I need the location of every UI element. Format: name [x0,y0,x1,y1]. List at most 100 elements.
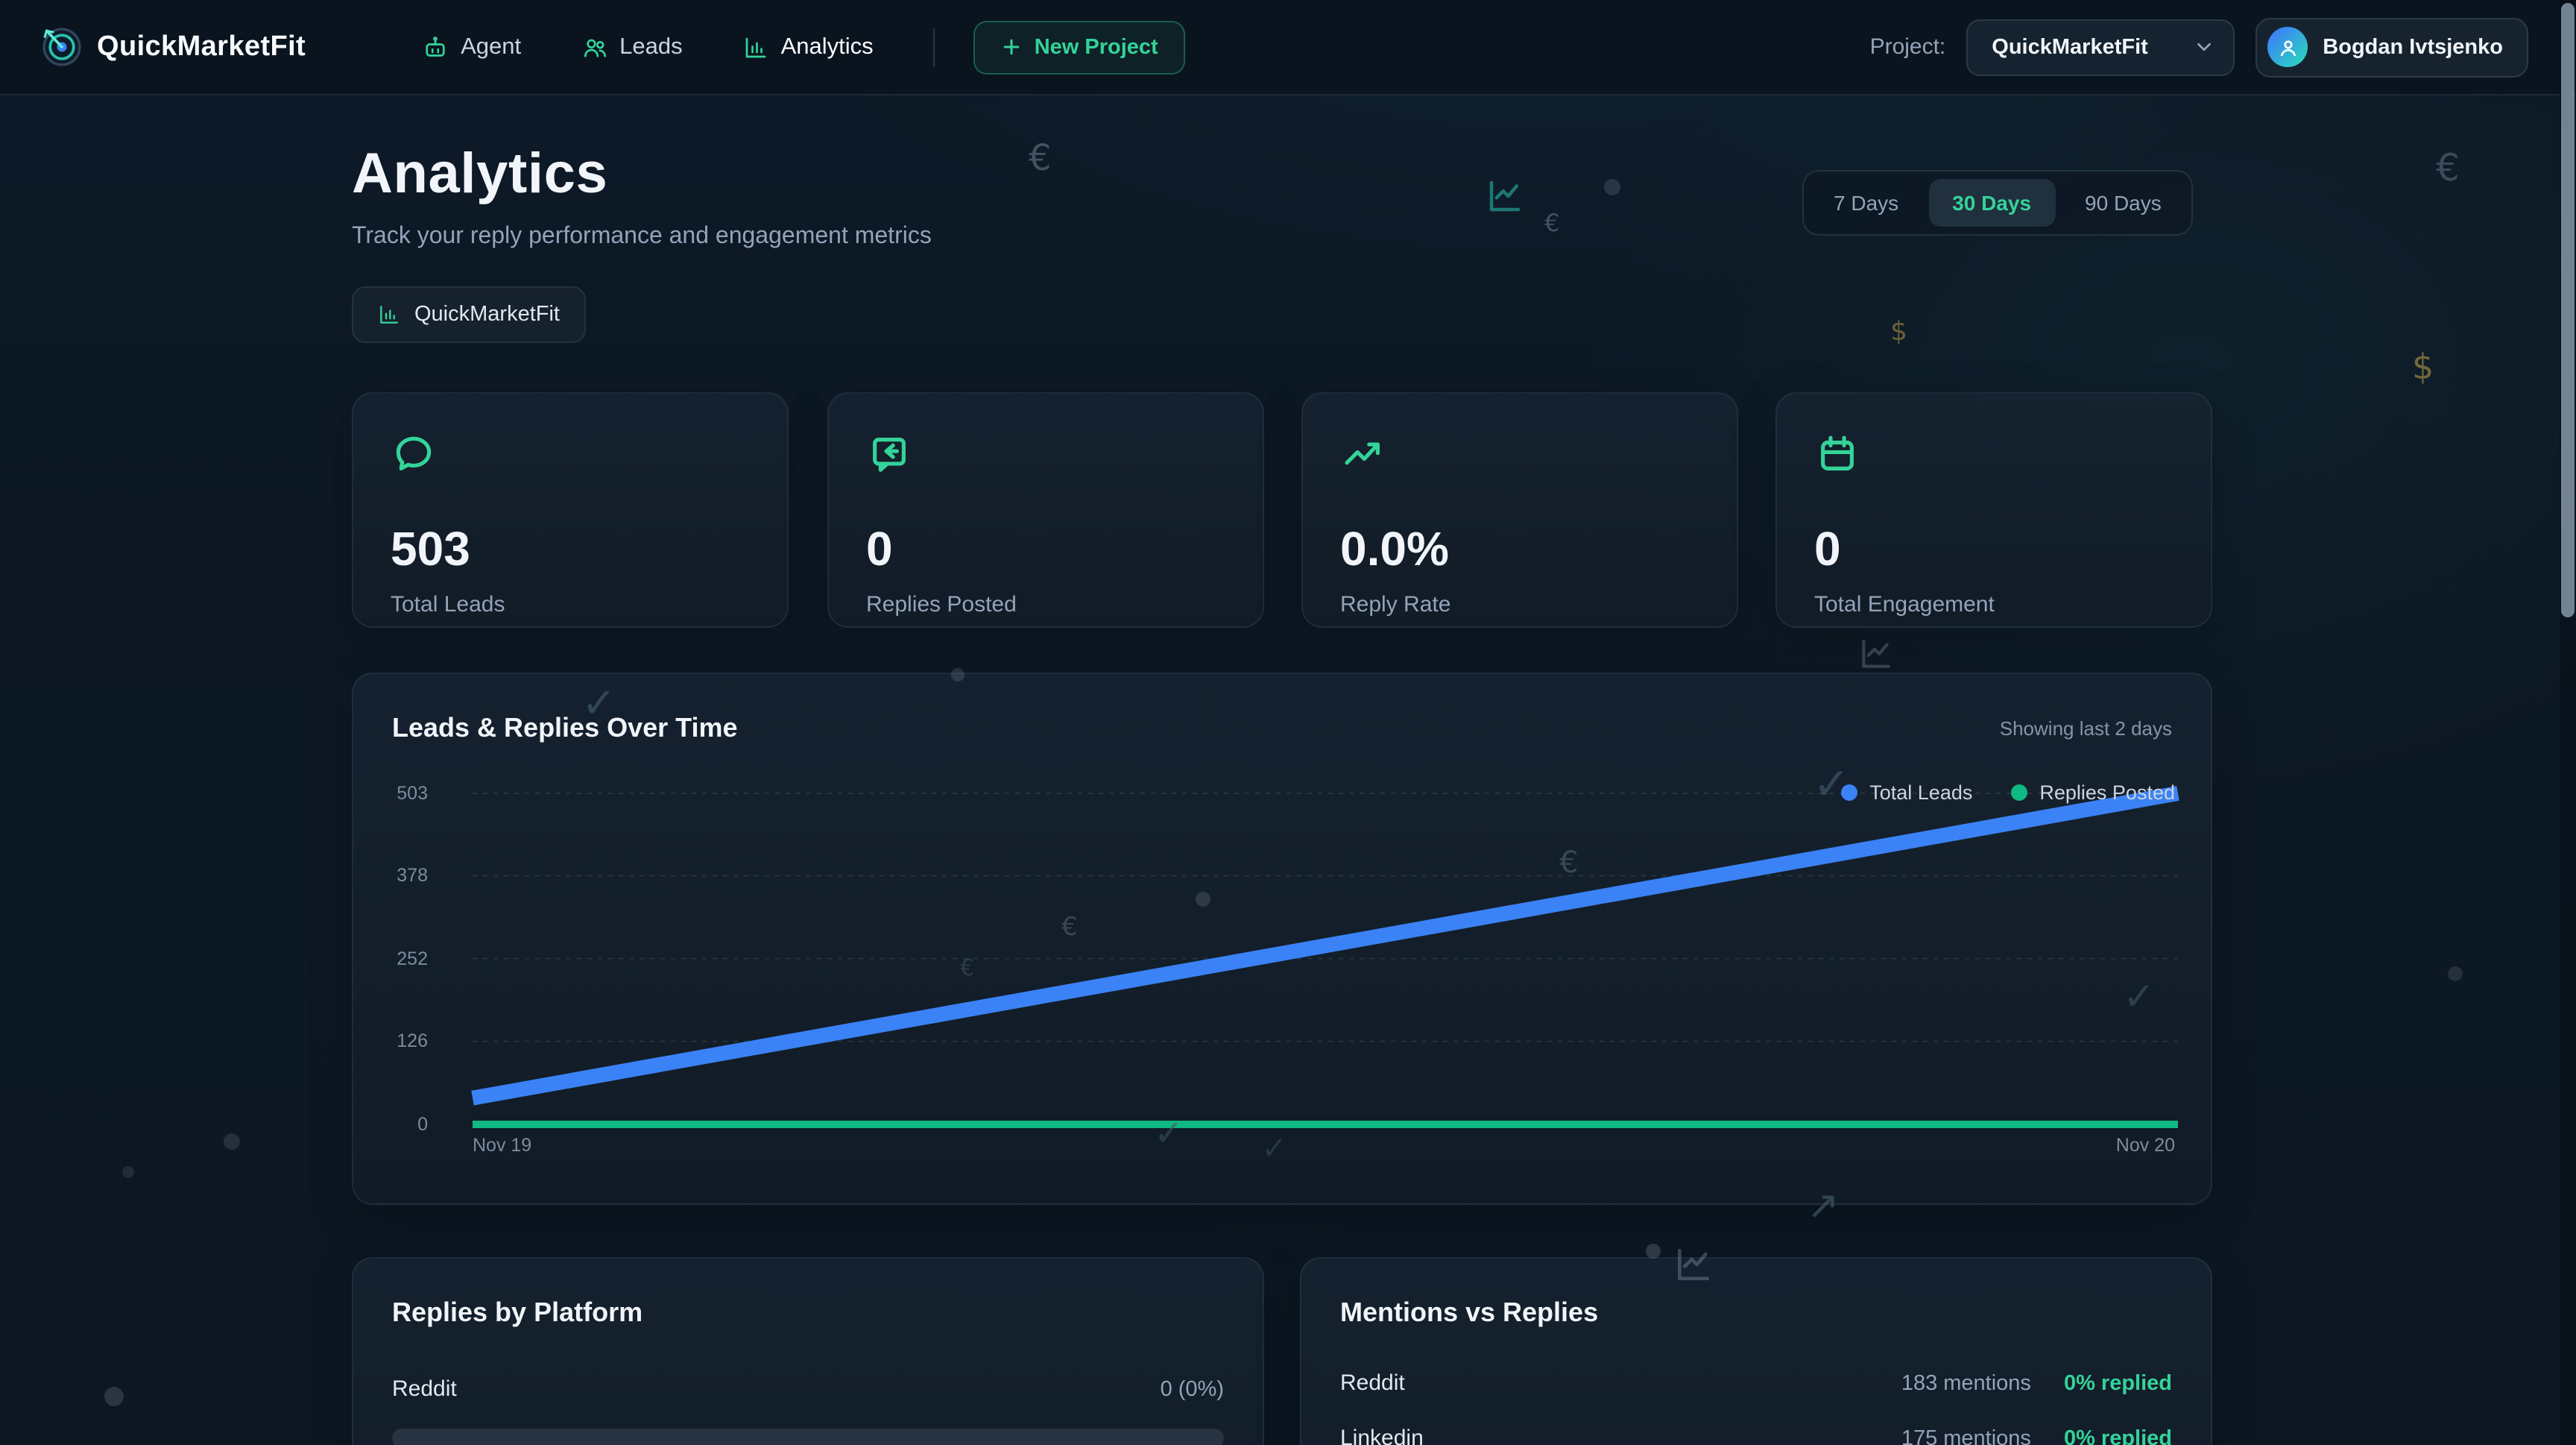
nav-item-agent[interactable]: Agent [422,34,521,60]
y-tick-label: 126 [397,1030,428,1052]
nav-item-label: Leads [619,34,683,59]
stat-card-replies-posted: 0 Replies Posted [827,392,1264,628]
x-tick-label: Nov 19 [473,1135,532,1156]
progress-bar [392,1429,1224,1445]
legend-label: Replies Posted [2039,781,2175,804]
replies-by-platform-card: Replies by Platform Reddit 0 (0%) [352,1257,1264,1445]
calendar-icon [1814,431,2174,477]
range-90-days-button[interactable]: 90 Days [2061,179,2185,227]
stat-label: Total Leads [391,592,505,617]
stat-label: Replies Posted [866,592,1017,617]
line-chart-plot [471,786,2179,1128]
chart-title: Leads & Replies Over Time [392,713,738,743]
dot-decoration [1604,179,1620,195]
y-tick-label: 503 [397,783,428,804]
dot-decoration [104,1387,124,1406]
platform-rows: Reddit 0 (0%) [392,1376,1224,1445]
platform-name: Linkedin [1340,1426,1424,1445]
project-label: Project: [1869,34,1946,60]
mentions-count: 183 mentions [1901,1371,2031,1395]
reply-icon [866,431,1225,477]
y-tick-label: 252 [397,948,428,969]
stat-label: Reply Rate [1340,592,1451,617]
plus-icon [1000,36,1023,58]
legend-label: Total Leads [1869,781,1973,804]
range-7-days-button[interactable]: 7 Days [1810,179,1922,227]
stat-value: 0 [1814,522,1841,576]
bar-chart-icon [742,34,769,60]
platform-name: Reddit [392,1376,457,1402]
legend-item[interactable]: Total Leads [1841,781,1972,804]
card-title: Mentions vs Replies [1340,1297,1599,1327]
nav-item-analytics[interactable]: Analytics [742,34,874,60]
mentions-count: 175 mentions [1901,1426,2031,1445]
stat-value: 0.0% [1340,522,1449,576]
nav-item-leads[interactable]: Leads [581,34,683,60]
avatar [2267,27,2308,67]
range-30-days-button[interactable]: 30 Days [1928,179,2056,227]
replied-percent: 0% replied [2063,1426,2172,1445]
stat-card-reply-rate: 0.0% Reply Rate [1301,392,1738,628]
mentions-vs-replies-card: Mentions vs Replies Reddit 183 mentions … [1300,1257,2212,1445]
users-icon [581,34,607,60]
trending-up-icon [1340,431,1699,477]
euro-decoration-icon: € [1544,209,1560,237]
dollar-decoration-icon: $ [1890,316,1907,347]
card-title: Replies by Platform [392,1297,643,1327]
bar-chart-icon [377,303,401,327]
brand[interactable]: QuickMarketFit [42,27,306,67]
replied-percent: 0% replied [2063,1371,2172,1395]
page-subtitle: Track your reply performance and engagem… [352,224,932,249]
chevron-down-icon [2193,36,2215,58]
project-filter-chip[interactable]: QuickMarketFit [352,286,585,343]
y-tick-label: 378 [397,865,428,887]
chart-note: Showing last 2 days [1999,717,2172,740]
nav-item-label: Analytics [780,34,874,59]
x-tick-label: Nov 20 [2115,1135,2175,1156]
legend-dot-icon [1841,784,1858,801]
mention-rows: Reddit 183 mentions 0% replied Linkedin … [1340,1370,2172,1445]
chart-decoration-icon [1857,635,1895,673]
mention-row-reddit: Reddit 183 mentions 0% replied [1340,1370,2172,1396]
platform-value: 0 (0%) [1160,1377,1224,1401]
brand-name: QuickMarketFit [97,31,306,62]
main-nav: Agent Leads [422,34,874,60]
dot-decoration [2448,966,2463,981]
stat-value: 503 [391,522,470,576]
user-name: Bogdan Ivtsjenko [2323,35,2503,59]
stat-value: 0 [866,522,893,576]
nav-divider [932,28,935,66]
dot-decoration [224,1133,240,1150]
stat-card-total-leads: 503 Total Leads [352,392,789,628]
legend-item[interactable]: Replies Posted [2011,781,2175,804]
project-chip-label: QuickMarketFit [414,303,560,327]
euro-decoration-icon: € [1029,137,1052,179]
euro-decoration-icon: € [2436,146,2460,189]
chart-legend: Total Leads Replies Posted [1841,781,2175,804]
y-tick-label: 0 [417,1114,428,1135]
stat-card-total-engagement: 0 Total Engagement [1775,392,2212,628]
navbar: QuickMarketFit Agent [0,0,2576,95]
project-select[interactable]: QuickMarketFit [1966,19,2235,75]
scrollbar-thumb[interactable] [2561,3,2575,617]
chart-decoration-icon [1485,176,1525,216]
legend-dot-icon [2011,784,2028,801]
scrollbar-track[interactable] [2560,0,2576,1445]
brand-logo-icon [42,27,82,67]
stat-label: Total Engagement [1814,592,1995,617]
project-select-value: QuickMarketFit [1992,35,2148,59]
new-project-button[interactable]: New Project [973,20,1185,74]
navbar-right: Project: QuickMarketFit Bogdan Ivtsjenko [1870,17,2528,77]
platform-name: Reddit [1340,1370,1405,1396]
user-menu[interactable]: Bogdan Ivtsjenko [2255,17,2528,77]
dot-decoration [1646,1244,1661,1259]
page-title: Analytics [352,143,608,206]
robot-icon [422,34,449,60]
dot-decoration [122,1166,134,1178]
chat-bubble-icon [391,431,750,477]
x-axis-labels: Nov 19 Nov 20 [473,1135,2175,1156]
mention-row-linkedin: Linkedin 175 mentions 0% replied [1340,1426,2172,1445]
nav-item-label: Agent [461,34,522,59]
leads-replies-chart-card: Leads & Replies Over Time Showing last 2… [352,673,2212,1205]
